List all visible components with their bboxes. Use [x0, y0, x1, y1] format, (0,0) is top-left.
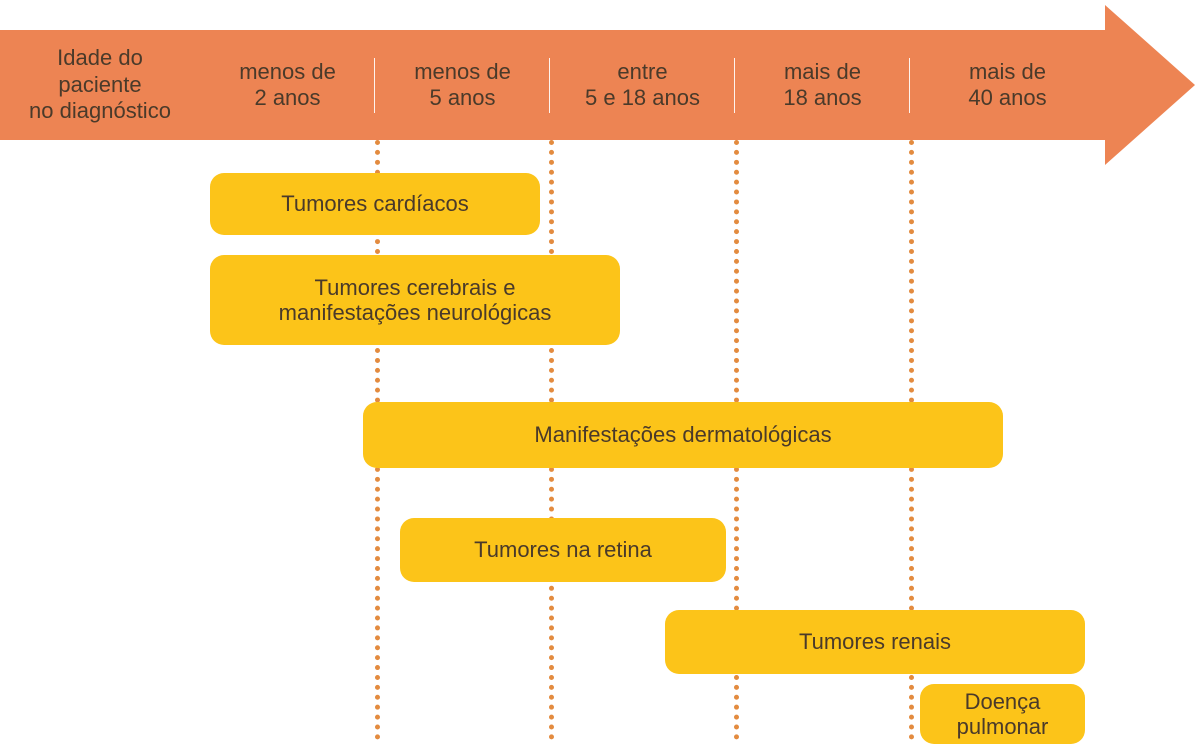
bar-label: Manifestações dermatológicas — [534, 422, 831, 447]
header-cell: entre 5 e 18 anos — [550, 30, 735, 140]
timeline-bar: Tumores na retina — [400, 518, 726, 582]
header-label: Idade do paciente no diagnóstico — [29, 45, 171, 124]
header-cell: menos de 2 anos — [200, 30, 375, 140]
header-label: menos de 5 anos — [414, 59, 511, 112]
timeline-bar: Tumores renais — [665, 610, 1085, 674]
header-label: menos de 2 anos — [239, 59, 336, 112]
header-cell: menos de 5 anos — [375, 30, 550, 140]
bar-label: Tumores renais — [799, 629, 951, 654]
header-label: entre 5 e 18 anos — [585, 59, 700, 112]
bar-label: Tumores cardíacos — [281, 191, 468, 216]
header-label: mais de 18 anos — [783, 59, 861, 112]
timeline-arrow: Idade do paciente no diagnóstico menos de… — [0, 30, 1195, 140]
arrow-head-icon — [1105, 5, 1195, 165]
header-cell: Idade do paciente no diagnóstico — [0, 30, 200, 140]
timeline-bar: Doença pulmonar — [920, 684, 1085, 744]
timeline-bar: Tumores cardíacos — [210, 173, 540, 235]
bar-label: Doença pulmonar — [957, 689, 1049, 740]
arrow-body: Idade do paciente no diagnóstico menos de… — [0, 30, 1105, 140]
header-label: mais de 40 anos — [968, 59, 1046, 112]
bar-label: Tumores cerebrais e manifestações neurol… — [279, 275, 552, 326]
bar-label: Tumores na retina — [474, 537, 652, 562]
timeline-bar: Manifestações dermatológicas — [363, 402, 1003, 468]
timeline-bar: Tumores cerebrais e manifestações neurol… — [210, 255, 620, 345]
header-cell: mais de 18 anos — [735, 30, 910, 140]
header-cell: mais de 40 anos — [910, 30, 1105, 140]
timeline-diagram: Idade do paciente no diagnóstico menos de… — [0, 0, 1196, 747]
